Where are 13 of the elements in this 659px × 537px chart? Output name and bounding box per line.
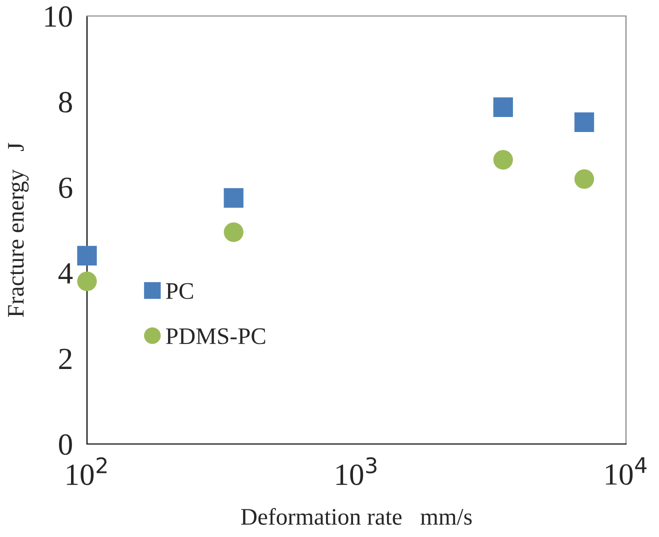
- x-tick-label: 10$^{3}$: [336, 457, 376, 486]
- x-tick-label: 10$^{4}$: [606, 457, 646, 485]
- legend-label: PDMS-PC: [166, 328, 266, 344]
- x-axis-title: Deformation rate mm/s: [241, 508, 472, 525]
- y-tick-label: 4: [58, 263, 73, 284]
- y-tick-label: 6: [59, 178, 72, 198]
- x-tick-label: 10$^{2}$: [66, 457, 107, 486]
- y-axis-title: Fracture energy J: [8, 142, 29, 317]
- legend-label: PC: [166, 283, 193, 299]
- y-tick-label: 8: [59, 92, 72, 112]
- y-tick-label: 10: [45, 6, 72, 27]
- y-tick-label: 0: [59, 434, 72, 455]
- y-tick-label: 2: [59, 348, 72, 369]
